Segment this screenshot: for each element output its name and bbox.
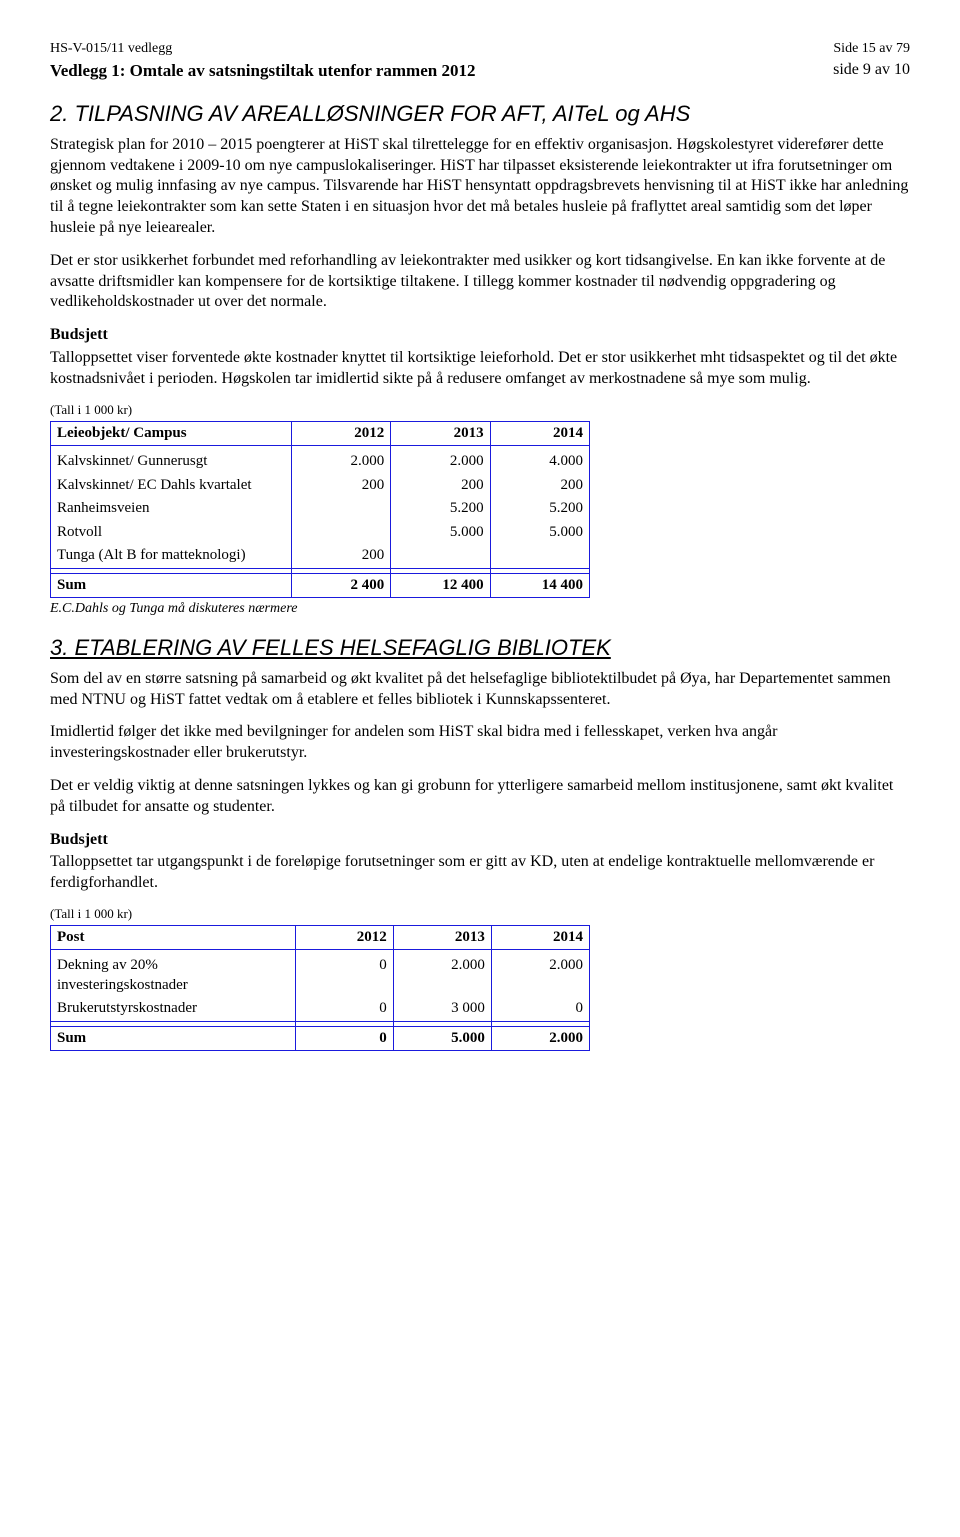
budget-label: Budsjett — [50, 830, 910, 851]
table-header-row: Leieobjekt/ Campus 2012 2013 2014 — [51, 421, 590, 446]
sum-label: Sum — [51, 573, 292, 598]
cell-value: 0 — [296, 997, 394, 1021]
cell-value — [291, 521, 390, 545]
section3-paragraph: Det er veldig viktig at denne satsningen… — [50, 776, 910, 818]
sum-value: 5.000 — [393, 1026, 491, 1051]
section2-paragraph: Det er stor usikkerhet forbundet med ref… — [50, 251, 910, 313]
table-header-row: Post 2012 2013 2014 — [51, 925, 590, 950]
table-row: Kalvskinnet/ Gunnerusgt 2.000 2.000 4.00… — [51, 450, 590, 474]
tall-note: (Tall i 1 000 kr) — [50, 402, 910, 419]
cell-value — [490, 544, 589, 568]
sum-value: 14 400 — [490, 573, 589, 598]
table-row: Ranheimsveien 5.200 5.200 — [51, 497, 590, 521]
table-row: Kalvskinnet/ EC Dahls kvartalet 200 200 … — [51, 474, 590, 498]
col-header: 2012 — [296, 925, 394, 950]
page-subheader: Vedlegg 1: Omtale av satsningstiltak ute… — [50, 60, 910, 82]
col-header: Leieobjekt/ Campus — [51, 421, 292, 446]
cell-value: 5.200 — [391, 497, 490, 521]
cell-label: Brukerutstyrskostnader — [51, 997, 296, 1021]
col-header: Post — [51, 925, 296, 950]
cell-label: Kalvskinnet/ Gunnerusgt — [51, 450, 292, 474]
cell-value: 200 — [490, 474, 589, 498]
cell-label: Rotvoll — [51, 521, 292, 545]
cell-value — [291, 497, 390, 521]
col-header: 2014 — [491, 925, 589, 950]
section3-paragraph: Imidlertid følger det ikke med bevilgnin… — [50, 722, 910, 764]
cell-value: 200 — [291, 544, 390, 568]
cell-value: 5.200 — [490, 497, 589, 521]
cell-value: 0 — [296, 954, 394, 997]
col-header: 2014 — [490, 421, 589, 446]
doc-id: HS-V-015/11 vedlegg — [50, 40, 172, 58]
cell-label: Dekning av 20% investeringskostnader — [51, 954, 296, 997]
cell-label: Ranheimsveien — [51, 497, 292, 521]
cell-value: 2.000 — [393, 954, 491, 997]
col-header: 2013 — [391, 421, 490, 446]
budget-label: Budsjett — [50, 325, 910, 346]
table-sum-row: Sum 2 400 12 400 14 400 — [51, 573, 590, 598]
col-header: 2013 — [393, 925, 491, 950]
cell-value: 200 — [391, 474, 490, 498]
table-sum-row: Sum 0 5.000 2.000 — [51, 1026, 590, 1051]
cell-value: 5.000 — [490, 521, 589, 545]
section3-budget-text: Talloppsettet tar utgangspunkt i de fore… — [50, 852, 910, 894]
cell-value: 3 000 — [393, 997, 491, 1021]
cell-label: Tunga (Alt B for matteknologi) — [51, 544, 292, 568]
section2-paragraph: Strategisk plan for 2010 – 2015 poengter… — [50, 135, 910, 239]
page-header: HS-V-015/11 vedlegg Side 15 av 79 — [50, 40, 910, 58]
table-row: Rotvoll 5.000 5.000 — [51, 521, 590, 545]
section2-title: 2. TILPASNING AV AREALLØSNINGER FOR AFT,… — [50, 100, 910, 129]
cell-value — [391, 544, 490, 568]
table-post: Post 2012 2013 2014 Dekning av 20% inves… — [50, 925, 590, 1052]
cell-value: 2.000 — [291, 450, 390, 474]
section2-budget-text: Talloppsettet viser forventede økte kost… — [50, 348, 910, 390]
table-footnote: E.C.Dahls og Tunga må diskuteres nærmere — [50, 600, 910, 618]
section3-title: 3. ETABLERING AV FELLES HELSEFAGLIG BIBL… — [50, 634, 910, 663]
attachment-page: side 9 av 10 — [833, 60, 910, 82]
col-header: 2012 — [291, 421, 390, 446]
cell-value: 5.000 — [391, 521, 490, 545]
sum-value: 2.000 — [491, 1026, 589, 1051]
cell-value: 2.000 — [491, 954, 589, 997]
cell-label: Kalvskinnet/ EC Dahls kvartalet — [51, 474, 292, 498]
tall-note: (Tall i 1 000 kr) — [50, 906, 910, 923]
table-row: Tunga (Alt B for matteknologi) 200 — [51, 544, 590, 568]
table-leieobjekt: Leieobjekt/ Campus 2012 2013 2014 Kalvsk… — [50, 421, 590, 599]
cell-value: 4.000 — [490, 450, 589, 474]
cell-value: 2.000 — [391, 450, 490, 474]
sum-value: 0 — [296, 1026, 394, 1051]
cell-value: 0 — [491, 997, 589, 1021]
section3-paragraph: Som del av en større satsning på samarbe… — [50, 669, 910, 711]
table-row: Brukerutstyrskostnader 0 3 000 0 — [51, 997, 590, 1021]
attachment-title: Vedlegg 1: Omtale av satsningstiltak ute… — [50, 60, 475, 82]
sum-value: 2 400 — [291, 573, 390, 598]
page-number: Side 15 av 79 — [833, 40, 910, 58]
sum-label: Sum — [51, 1026, 296, 1051]
sum-value: 12 400 — [391, 573, 490, 598]
cell-value: 200 — [291, 474, 390, 498]
table-row: Dekning av 20% investeringskostnader 0 2… — [51, 954, 590, 997]
